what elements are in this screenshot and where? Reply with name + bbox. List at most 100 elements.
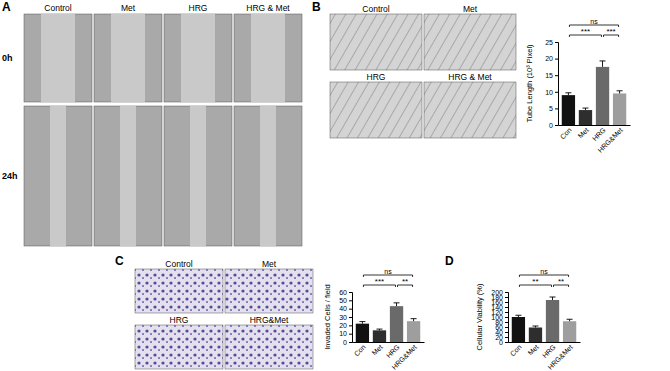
bar (562, 95, 575, 125)
y-tick-mark (505, 307, 508, 308)
y-tick-label: 25 (545, 39, 553, 46)
plot-area (562, 61, 626, 125)
micrograph (234, 14, 302, 102)
row-label: 24h (2, 171, 18, 181)
error-cap (582, 108, 588, 109)
x-tick: Met (527, 342, 540, 357)
y-tick-mark (505, 322, 508, 323)
error-bar (515, 315, 521, 317)
x-tick: Con (353, 342, 367, 357)
micrograph (330, 14, 422, 70)
x-tick-label: HRG&Met (546, 343, 574, 371)
x-axis: ConMetHRGHRG&Met (353, 342, 425, 371)
y-tick-mark (505, 302, 508, 303)
y-tick-label: 0 (549, 122, 553, 129)
micrograph (164, 106, 232, 246)
error-bar (394, 303, 400, 306)
y-tick-mark (349, 334, 352, 335)
micrograph (94, 14, 162, 102)
y-tick-mark (349, 300, 352, 301)
image-label: Met (463, 4, 478, 14)
y-tick: 200 (491, 289, 508, 296)
image-label: Control (44, 3, 72, 13)
y-tick-mark (505, 317, 508, 318)
x-tick: HRG&Met (546, 342, 574, 371)
panel-letter: A (2, 0, 11, 14)
y-axis-line (349, 293, 353, 343)
x-tick: Con (509, 342, 523, 357)
y-axis-line (505, 293, 509, 343)
x-tick-label: Met (371, 343, 384, 356)
micrograph (424, 82, 516, 138)
y-tick: 20 (339, 322, 352, 329)
y-tick-label: 15 (545, 72, 553, 79)
error-cap (359, 321, 365, 322)
micrograph (164, 14, 232, 102)
image-label: Control (165, 259, 193, 269)
error-cap (565, 92, 571, 93)
wound-area (41, 14, 75, 102)
x-tick-label: Con (353, 343, 367, 357)
significance-bracket: ** (519, 277, 551, 288)
x-tick: Met (577, 125, 590, 140)
y-axis-title: Tube Length (10³ Pixel) (525, 44, 534, 123)
x-tick-label: Met (527, 343, 540, 356)
row-label: 0h (2, 53, 13, 63)
wound-area (111, 14, 145, 102)
error-stem (602, 61, 603, 67)
significance-bracket: *** (604, 27, 619, 38)
error-cap (394, 302, 400, 303)
y-tick-mark (555, 108, 558, 109)
bar-chart: 020406080100120140160180200ConMetHRGHRG&… (475, 268, 581, 371)
error-bar (532, 326, 538, 328)
figure: AControlMetHRGHRG & Met0h24hBControlMetH… (0, 0, 670, 371)
bar (546, 300, 559, 342)
panel-letter: B (312, 0, 321, 14)
panel-letter: D (445, 254, 454, 268)
y-tick-mark (349, 317, 352, 318)
y-tick-label: 200 (491, 289, 503, 296)
micrograph (234, 106, 302, 246)
micrograph (424, 14, 516, 70)
y-tick-mark (349, 342, 352, 343)
significance-label: ** (532, 277, 538, 286)
y-tick-label: 30 (339, 314, 347, 321)
error-bar (600, 61, 606, 67)
micrograph (94, 106, 162, 246)
error-bar (359, 322, 365, 324)
y-tick-label: 20 (339, 322, 347, 329)
wound-area (251, 14, 285, 102)
error-cap (515, 315, 521, 316)
error-bar (565, 93, 571, 95)
error-cap (567, 319, 573, 320)
y-tick: 60 (339, 289, 352, 296)
micrograph (225, 269, 313, 313)
micrograph (24, 14, 92, 102)
y-tick-mark (505, 297, 508, 298)
error-bar (582, 108, 588, 110)
significance-label: ns (384, 268, 392, 275)
plot-area (512, 297, 576, 342)
error-cap (411, 318, 417, 319)
wound-area (260, 106, 276, 246)
y-tick-label: 10 (545, 89, 553, 96)
significance-label: ns (590, 18, 598, 25)
y-tick: 20 (545, 55, 558, 62)
bar (390, 306, 403, 342)
wound-area (190, 106, 206, 246)
y-axis: 0102030405060 (339, 289, 352, 346)
image-label: Met (121, 3, 136, 13)
y-tick-mark (505, 342, 508, 343)
significance-bracket: ** (398, 277, 413, 288)
significance-bracket: *** (569, 27, 601, 38)
error-bar (567, 319, 573, 321)
y-tick-label: 40 (339, 305, 347, 312)
wound-area (120, 106, 136, 246)
error-bar (617, 91, 623, 94)
y-tick-mark (555, 75, 558, 76)
x-axis-line (559, 125, 631, 126)
x-tick: Con (559, 125, 573, 140)
y-tick-mark (505, 292, 508, 293)
image-label: HRG (170, 315, 189, 325)
y-tick-mark (555, 59, 558, 60)
